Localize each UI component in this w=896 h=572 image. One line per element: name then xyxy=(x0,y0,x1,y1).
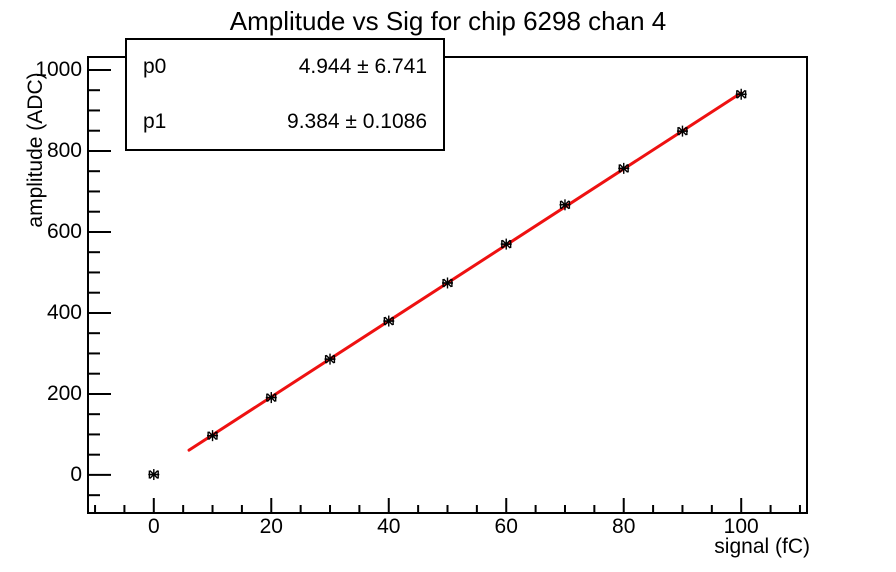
data-point-marker xyxy=(619,163,629,173)
y-tick-label: 0 xyxy=(70,462,82,486)
x-tick-label: 80 xyxy=(612,515,636,538)
fit-line xyxy=(187,91,743,452)
y-tick-label: 400 xyxy=(46,300,82,324)
y-tick-label: 200 xyxy=(46,381,82,405)
data-point-marker xyxy=(501,239,511,249)
x-tick-label: 60 xyxy=(494,515,518,538)
x-tick-label: 20 xyxy=(259,515,283,538)
plot-frame xyxy=(87,56,808,514)
data-point-marker xyxy=(560,200,570,210)
y-tick-label: 1000 xyxy=(35,57,82,81)
x-axis-title: signal (fC) xyxy=(714,535,810,558)
data-point-marker xyxy=(384,316,394,326)
data-point-marker xyxy=(678,126,687,136)
x-tick-label: 100 xyxy=(723,515,759,538)
data-point-marker xyxy=(443,278,452,288)
y-tick-label: 800 xyxy=(46,138,82,162)
data-point-marker xyxy=(325,354,335,364)
param-name-p1: p1 xyxy=(143,109,167,133)
x-tick-label: 0 xyxy=(147,515,160,538)
param-value-p0: 4.944 ± 6.741 xyxy=(298,55,427,79)
plot-title: Amplitude vs Sig for chip 6298 chan 4 xyxy=(229,6,667,36)
x-tick-label: 40 xyxy=(377,515,401,538)
stats-row-p0: p0 4.944 ± 6.741 xyxy=(127,40,443,95)
param-name-p0: p0 xyxy=(143,55,167,79)
param-value-p1: 9.384 ± 0.1086 xyxy=(287,109,427,133)
y-tick-label: 600 xyxy=(46,219,82,243)
data-point-marker xyxy=(736,89,746,99)
data-point-marker xyxy=(149,470,159,479)
stats-row-p1: p1 9.384 ± 0.1086 xyxy=(127,95,443,150)
data-point-marker xyxy=(266,393,276,402)
data-point-marker xyxy=(208,431,217,441)
fit-stats-box: p0 4.944 ± 6.741 p1 9.384 ± 0.1086 xyxy=(125,38,445,151)
